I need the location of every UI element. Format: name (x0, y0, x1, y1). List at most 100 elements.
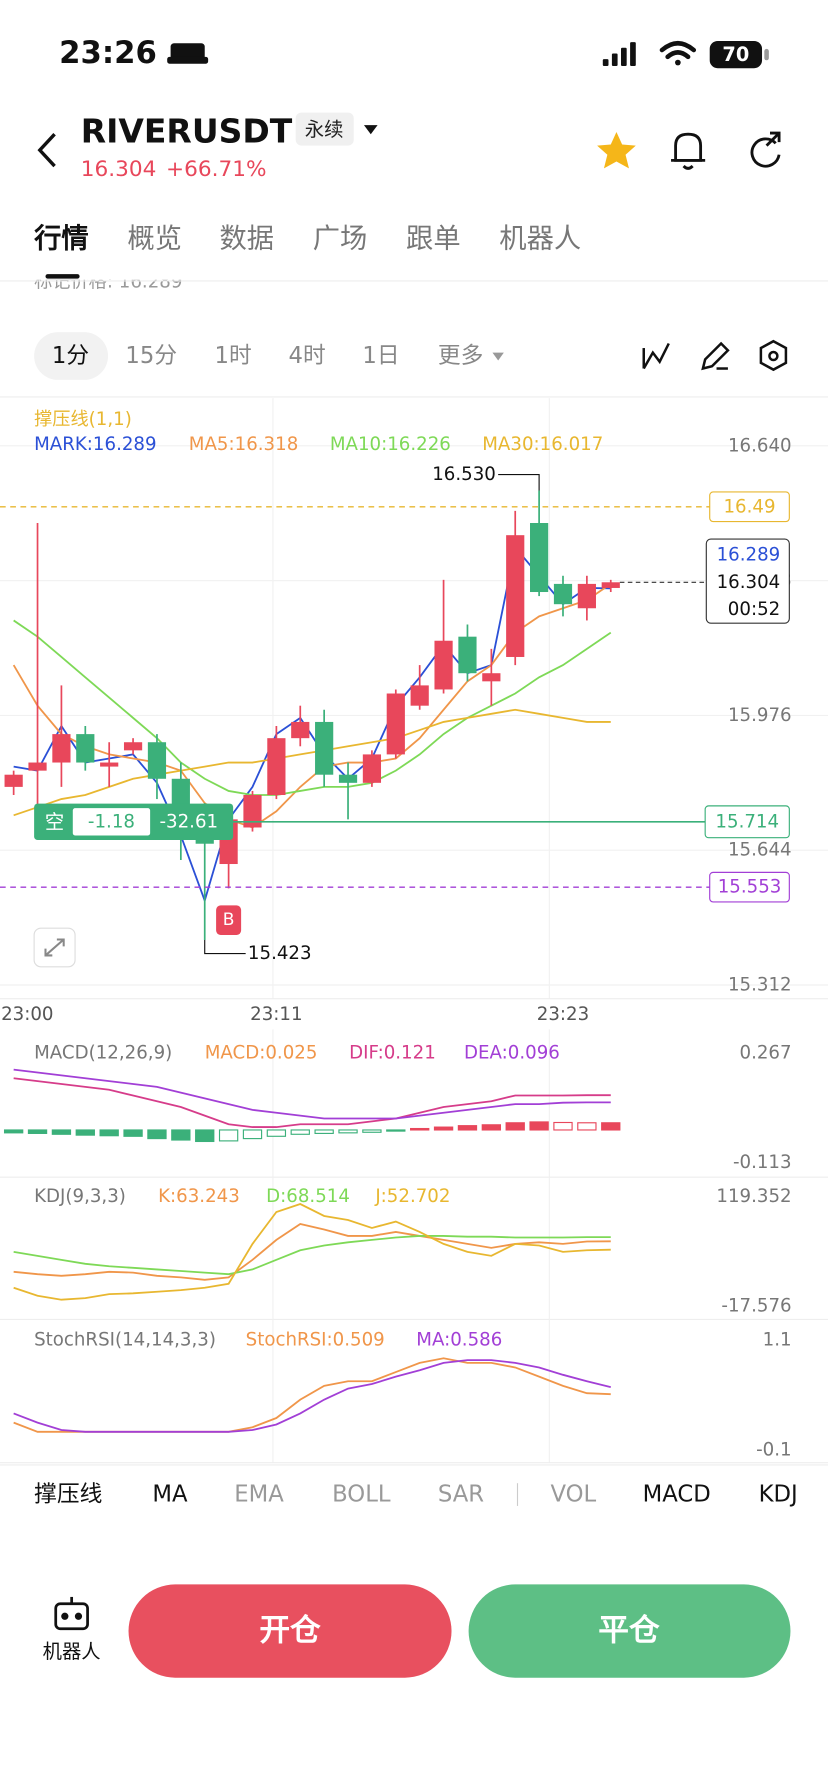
timeframe[interactable]: 15分 (125, 343, 177, 369)
y-tick-label: 15.976 (728, 705, 792, 726)
main-tab[interactable]: 广场 (313, 223, 368, 254)
candle-body (147, 742, 167, 779)
macd-bar (147, 1129, 167, 1140)
buy-marker-label: B (223, 910, 235, 930)
timeframes: 1分 15分 1时 4时 1日 更多 (52, 343, 483, 369)
candle-body (410, 685, 429, 706)
candle-body (482, 673, 501, 682)
indicator-tabs: 撑压线 MA EMA BOLL SAR VOL MACD KDJ (34, 1482, 798, 1508)
macd-bar (505, 1122, 525, 1131)
macd-bar (362, 1129, 382, 1133)
indicator-tab[interactable]: KDJ (759, 1482, 798, 1508)
legend-entry: DIF:0.121 (349, 1043, 436, 1064)
favorite-star[interactable] (597, 131, 636, 169)
expand-icon (44, 938, 65, 957)
position-amount: -1.18 (88, 811, 135, 832)
battery (709, 40, 763, 69)
macd-bar (195, 1129, 215, 1143)
timeframe[interactable]: 1日 (362, 343, 399, 369)
contract-pill[interactable] (295, 112, 354, 146)
legend-entry: MA:0.586 (416, 1329, 502, 1350)
candle-body (4, 774, 23, 787)
x-tick-label: 23:11 (250, 1004, 302, 1025)
main-tab[interactable]: 数据 (220, 223, 275, 254)
main-tab[interactable]: 跟单 (406, 223, 461, 254)
candle-body (76, 734, 95, 763)
macd-bar (290, 1129, 310, 1135)
candle-body (291, 721, 310, 739)
clip-cover (0, 259, 828, 280)
indicator-line (13, 1077, 611, 1129)
candle-body (28, 762, 47, 771)
candle-body (243, 795, 262, 828)
close-button[interactable] (468, 1584, 791, 1678)
back-button[interactable] (37, 133, 56, 168)
legend-entry: DEA:0.096 (464, 1043, 560, 1064)
more-dropdown[interactable] (492, 352, 504, 361)
indicator-tab[interactable]: EMA (234, 1482, 284, 1508)
legend-entry: K:63.243 (158, 1186, 240, 1207)
indicator-tab[interactable]: VOL (550, 1482, 596, 1508)
sleep-icon (167, 43, 209, 64)
legend-entry: MA5:16.318 (189, 434, 298, 455)
position-pnl: -32.61 (159, 811, 218, 832)
contract-type: 永续 (305, 118, 344, 141)
indicator-tab[interactable]: BOLL (332, 1482, 391, 1508)
high-annotation-line (498, 474, 540, 491)
candle-body (553, 583, 573, 605)
y-tick-label: 119.352 (716, 1186, 791, 1207)
indicator-tab[interactable]: 撑压线 (34, 1482, 102, 1508)
timeframe[interactable]: 1分 (52, 343, 89, 369)
contract-dropdown[interactable] (363, 125, 378, 135)
alert-bell[interactable] (671, 132, 706, 170)
timeframe[interactable]: 更多 (438, 343, 483, 369)
position-tag (704, 805, 790, 839)
buy-marker[interactable] (216, 905, 242, 935)
candle-body (338, 774, 358, 783)
main-tab[interactable]: 概览 (127, 223, 182, 254)
legend-entry: MA30:16.017 (482, 434, 603, 455)
draw-icon[interactable] (701, 341, 730, 371)
macd-bar (99, 1129, 119, 1137)
settings-icon[interactable] (759, 339, 788, 372)
mark-price-tag: 16.289 (717, 544, 781, 565)
robot-label: 机器人 (43, 1640, 101, 1663)
y-tick-label: -0.113 (733, 1152, 792, 1173)
macd-bar (601, 1122, 621, 1131)
close-button-label: 平仓 (598, 1614, 660, 1649)
macd-bar (457, 1125, 478, 1131)
indicator-tab[interactable]: MACD (643, 1482, 711, 1508)
macd-bar (171, 1129, 191, 1141)
position-amount-box (72, 808, 151, 836)
candle-body (386, 693, 405, 755)
y-tick-label: 16.640 (728, 435, 792, 456)
indicator-line (13, 1359, 611, 1433)
timeframe[interactable]: 4时 (288, 343, 325, 369)
signal-icon (602, 42, 636, 66)
macd-bar (553, 1121, 573, 1131)
indicator-line (13, 1068, 611, 1120)
robot-icon[interactable] (54, 1596, 89, 1631)
main-tab[interactable]: 机器人 (499, 223, 581, 254)
x-tick-label: 23:23 (537, 1004, 589, 1025)
level-tag (709, 491, 790, 523)
candle-body (434, 640, 453, 690)
symbol: RIVERUSDT (81, 111, 293, 150)
indicator-line (13, 1203, 611, 1301)
macd-bar (266, 1129, 287, 1137)
share-button[interactable] (750, 131, 781, 168)
open-button[interactable] (128, 1584, 452, 1678)
position-side: 空 (45, 810, 64, 833)
level-tag (709, 871, 790, 903)
indicator-icon[interactable] (642, 342, 670, 370)
timeframe[interactable]: 1时 (215, 343, 252, 369)
main-tabs: 行情 概览 数据 广场 跟单 机器人 (33, 222, 581, 254)
level-tag-label: 16.49 (723, 496, 775, 517)
candle-body (458, 636, 477, 674)
indicator-tab[interactable]: MA (152, 1482, 188, 1508)
main-tab[interactable]: 行情 (33, 222, 89, 254)
indicator-tab[interactable]: SAR (438, 1482, 484, 1508)
macd-bar (75, 1129, 95, 1136)
